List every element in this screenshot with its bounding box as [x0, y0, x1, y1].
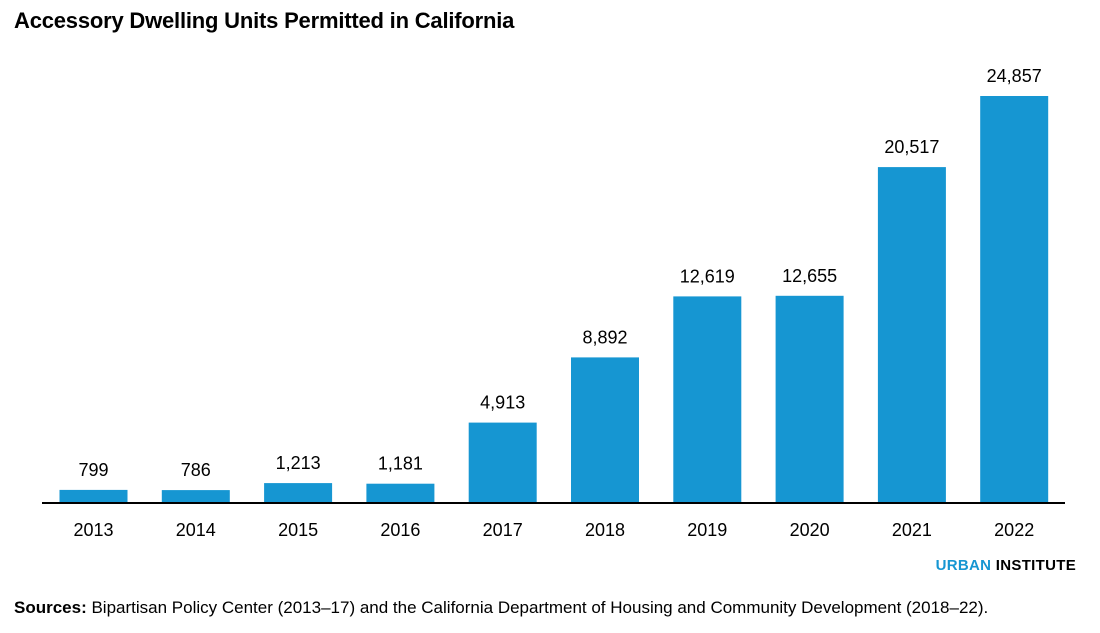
x-tick-2022: 2022 [994, 520, 1034, 540]
bar-2013 [59, 489, 128, 503]
bar-2021 [877, 167, 946, 503]
x-tick-2019: 2019 [687, 520, 727, 540]
value-label-2022: 24,857 [987, 66, 1042, 86]
bar-2015 [264, 483, 333, 503]
bar-2014 [161, 490, 230, 503]
bars-group [59, 96, 1049, 503]
value-label-2021: 20,517 [884, 137, 939, 157]
bar-2022 [980, 96, 1049, 503]
x-tick-2021: 2021 [892, 520, 932, 540]
value-label-2013: 799 [78, 460, 108, 480]
sources-label: Sources: [14, 598, 87, 617]
x-tick-labels-group: 2013 2014 2015 2016 2017 2018 2019 2020 2021 2022 [73, 520, 1034, 540]
chart-title: Accessory Dwelling Units Permitted in Ca… [14, 8, 515, 33]
value-label-2015: 1,213 [276, 453, 321, 473]
x-tick-2013: 2013 [73, 520, 113, 540]
urban-institute-logo: URBAN INSTITUTE [936, 557, 1076, 574]
x-tick-2015: 2015 [278, 520, 318, 540]
x-tick-2020: 2020 [790, 520, 830, 540]
bar-2018 [571, 357, 639, 503]
bar-2017 [468, 422, 537, 503]
value-label-2014: 786 [181, 460, 211, 480]
x-tick-2018: 2018 [585, 520, 625, 540]
x-tick-2016: 2016 [380, 520, 420, 540]
value-label-2018: 8,892 [582, 327, 627, 347]
value-labels-group: 799 786 1,213 1,181 4,913 8,892 12,619 12,655 20… [78, 66, 1041, 480]
logo-rest-text: INSTITUTE [995, 557, 1076, 574]
value-label-2020: 12,655 [782, 266, 837, 286]
bar-2016 [366, 483, 435, 503]
bar-2019 [673, 296, 742, 503]
bar-2020 [775, 295, 844, 503]
sources-note: Sources: Bipartisan Policy Center (2013–… [14, 598, 988, 618]
value-label-2016: 1,181 [378, 454, 423, 474]
x-tick-2017: 2017 [483, 520, 523, 540]
value-label-2017: 4,913 [480, 393, 525, 413]
logo-accent-text: URBAN [935, 557, 992, 574]
sources-text: Bipartisan Policy Center (2013–17) and t… [86, 598, 989, 617]
x-tick-2014: 2014 [176, 520, 216, 540]
value-label-2019: 12,619 [680, 266, 735, 286]
bar-chart: 799 786 1,213 1,181 4,913 8,892 12,619 12,655 20… [42, 66, 1065, 540]
